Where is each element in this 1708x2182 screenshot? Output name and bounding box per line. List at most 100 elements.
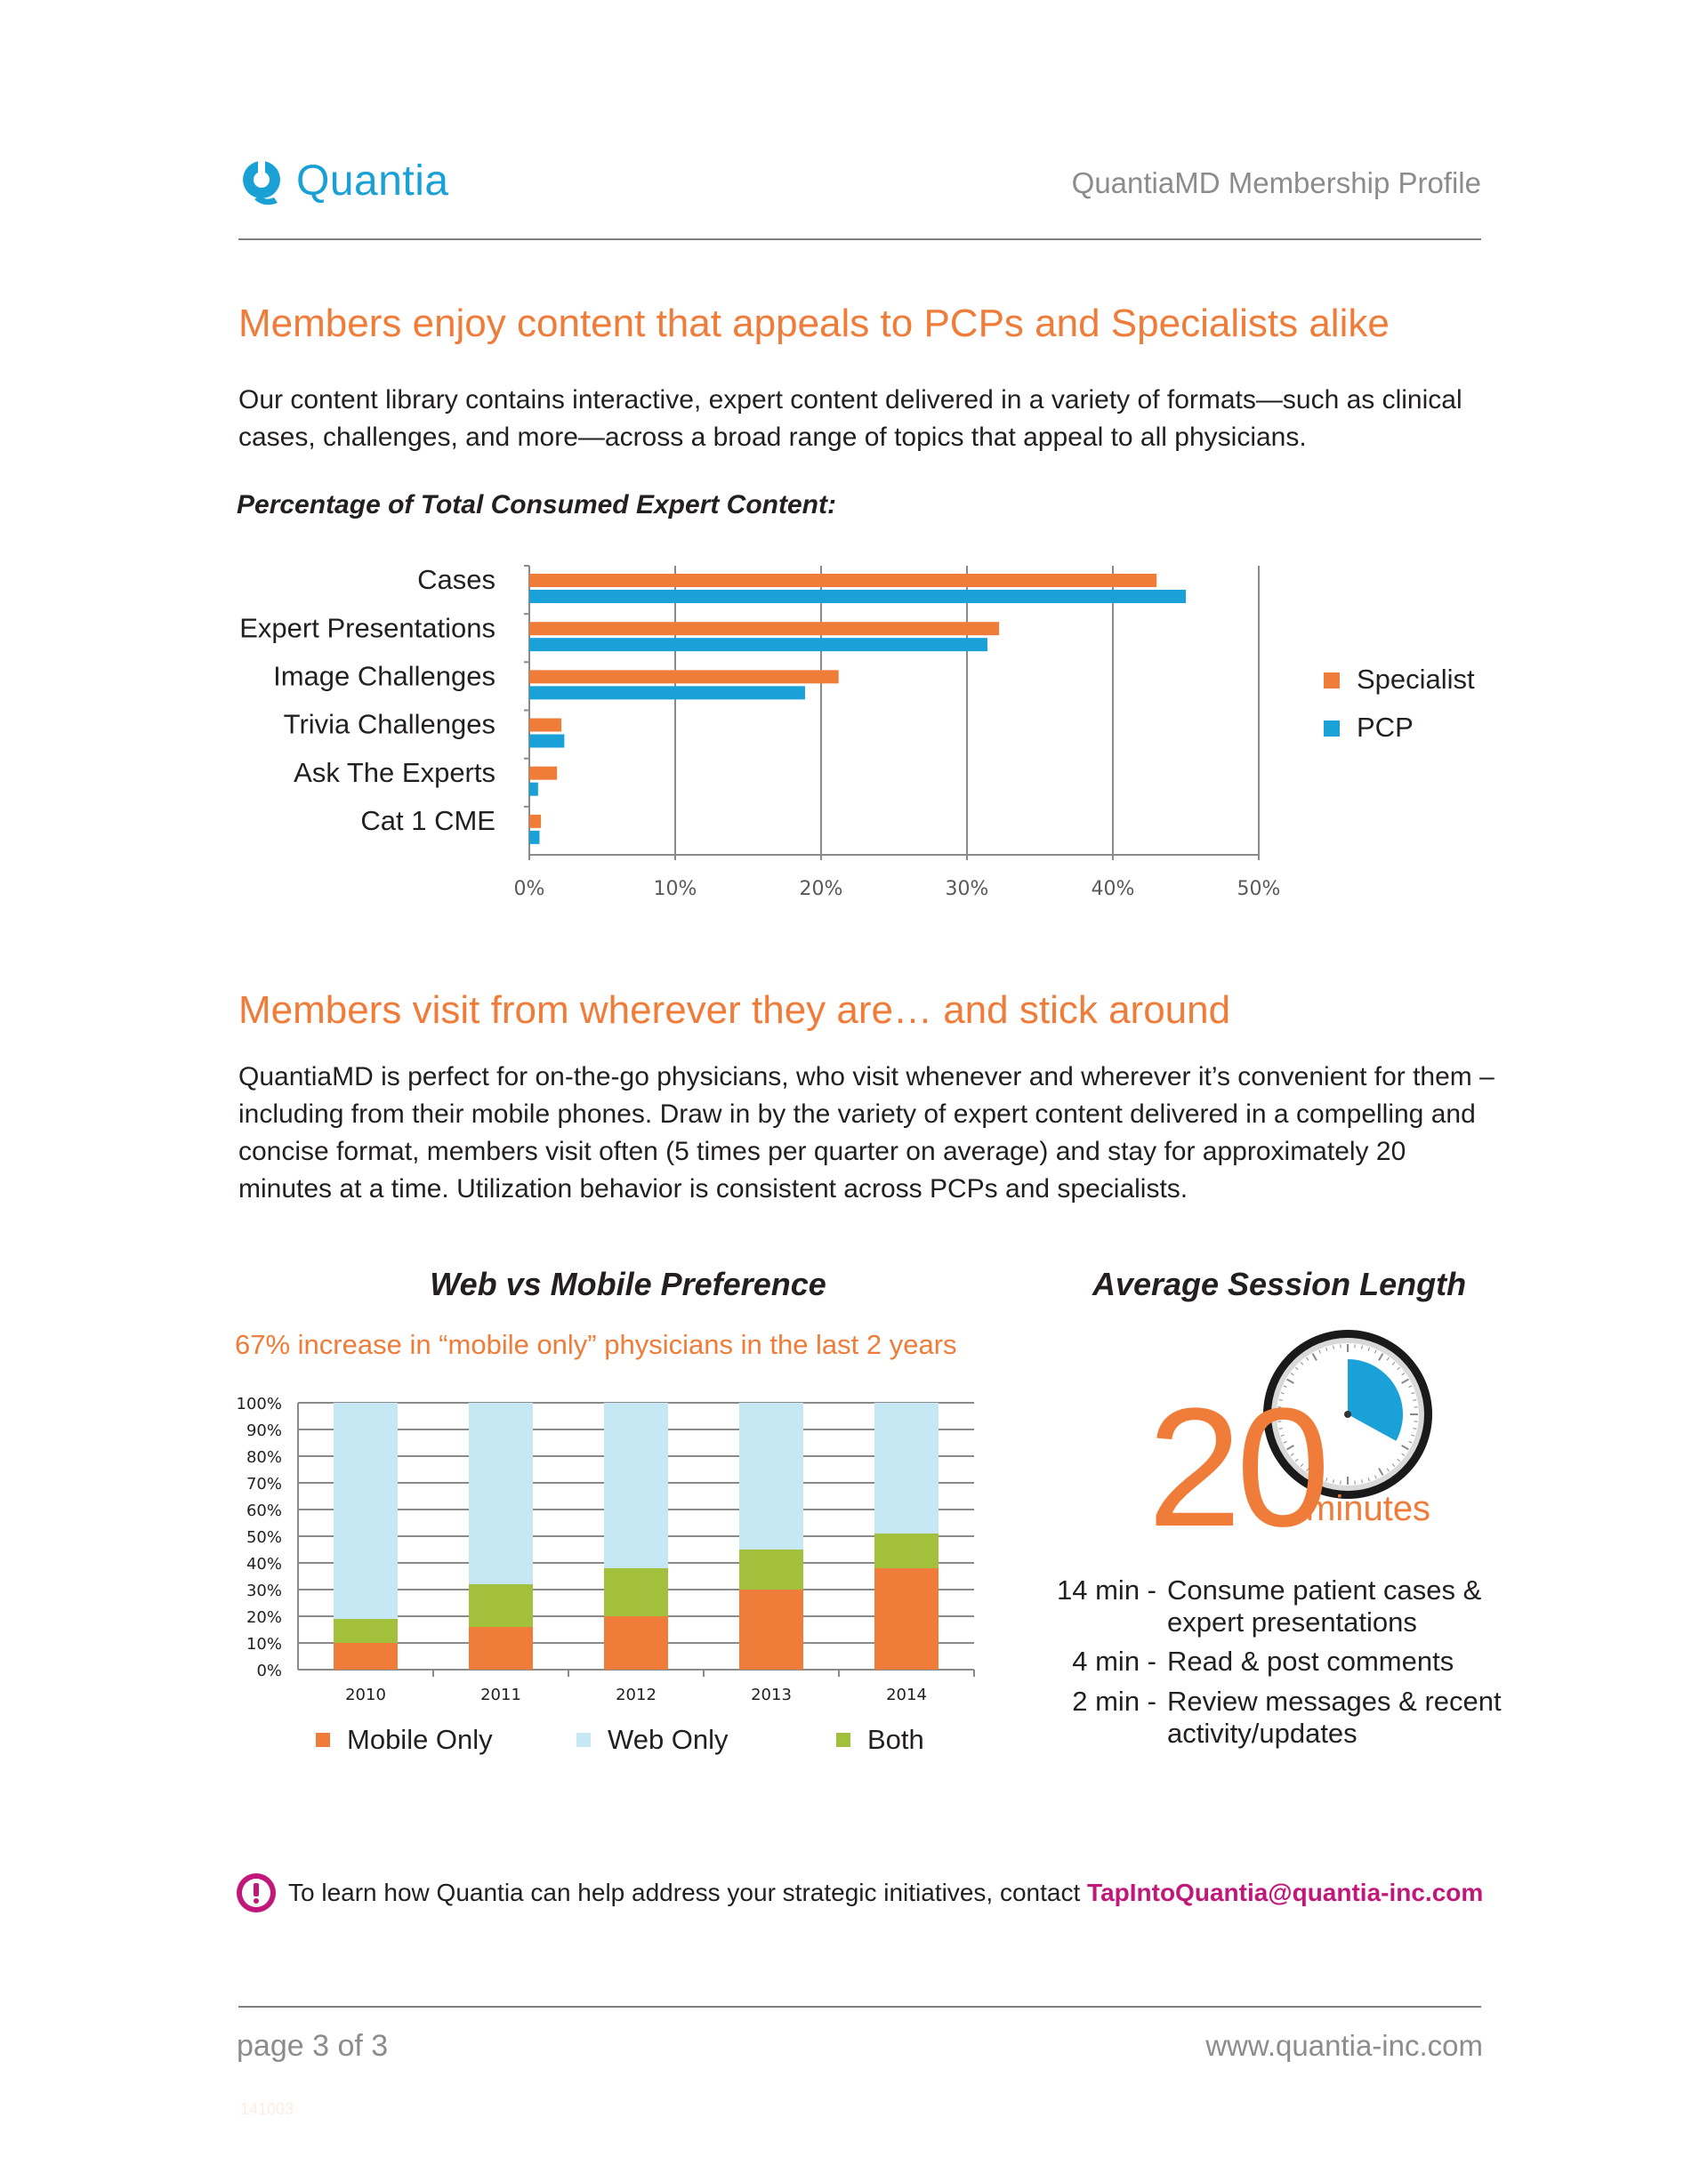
legend-swatch xyxy=(316,1733,330,1747)
section-body-content: Our content library contains interactive… xyxy=(238,385,1462,452)
bar-segment-mobile-only xyxy=(469,1627,533,1670)
y-tick-label: 20% xyxy=(246,1608,282,1627)
bar-specialist xyxy=(529,670,839,684)
clock-tick xyxy=(1391,1463,1396,1468)
session-breakdown-description: Read & post comments xyxy=(1167,1646,1454,1677)
bar-specialist xyxy=(529,574,1157,587)
bar-pcp xyxy=(529,830,540,844)
clock-tick xyxy=(1361,1479,1363,1484)
session-length-unit: minutes xyxy=(1306,1489,1431,1528)
y-tick-label: 90% xyxy=(246,1421,282,1440)
header-title: QuantiaMD Membership Profile xyxy=(1071,166,1481,199)
legend-label: Specialist xyxy=(1357,664,1475,695)
bar-segment-mobile-only xyxy=(334,1643,398,1670)
y-tick-label: 70% xyxy=(246,1475,282,1494)
category-label: Image Challenges xyxy=(273,660,495,691)
clock-tick xyxy=(1286,1378,1294,1384)
chart-caption: Percentage of Total Consumed Expert Cont… xyxy=(237,490,836,519)
session-heading: Average Session Length xyxy=(1092,1266,1467,1302)
x-tick-label: 2010 xyxy=(345,1686,386,1704)
bar-segment-mobile-only xyxy=(739,1590,803,1670)
session-breakdown-minutes: 2 min - xyxy=(1072,1686,1156,1717)
section-heading-content: Members enjoy content that appeals to PC… xyxy=(238,302,1390,345)
clock-tick xyxy=(1401,1445,1409,1451)
clock-tick xyxy=(1325,1347,1328,1351)
clock-tick xyxy=(1318,1349,1321,1354)
y-tick-label: 60% xyxy=(246,1502,282,1520)
bar-pcp xyxy=(529,782,538,796)
clock-tick xyxy=(1374,1349,1377,1354)
clock-tick xyxy=(1278,1399,1283,1401)
clock-tick xyxy=(1386,1357,1390,1361)
y-tick-label: 10% xyxy=(246,1635,282,1654)
bar-segment-web-only xyxy=(469,1403,533,1584)
x-tick-label: 2011 xyxy=(480,1686,521,1704)
clock-tick xyxy=(1333,1345,1334,1349)
clock-tick xyxy=(1318,1475,1321,1479)
clock-tick xyxy=(1413,1399,1417,1401)
bar-segment-both xyxy=(604,1568,668,1616)
legend-swatch xyxy=(1324,721,1340,737)
y-tick-label: 30% xyxy=(246,1582,282,1600)
clock-tick xyxy=(1325,1477,1328,1482)
clock-tick xyxy=(1280,1392,1285,1395)
x-tick-label: 30% xyxy=(946,878,989,900)
clock-tick xyxy=(1306,1357,1309,1361)
bar-segment-both xyxy=(874,1534,939,1568)
clock-tick xyxy=(1361,1345,1363,1349)
bar-specialist xyxy=(529,814,542,828)
y-tick-label: 0% xyxy=(256,1662,282,1680)
session-breakdown-minutes: 14 min - xyxy=(1057,1574,1156,1606)
bar-pcp xyxy=(529,686,805,700)
bar-specialist xyxy=(529,622,1000,636)
y-tick-label: 50% xyxy=(246,1528,282,1547)
clock-tick xyxy=(1283,1385,1287,1388)
header-divider xyxy=(238,238,1481,240)
legend-swatch xyxy=(576,1733,591,1747)
category-label: Trivia Challenges xyxy=(284,709,495,740)
session-breakdown-item: 2 min - Review messages & recent activit… xyxy=(890,1686,1548,1757)
bar-segment-web-only xyxy=(334,1403,398,1619)
clock-tick xyxy=(1386,1468,1390,1472)
logo-text: Quantia xyxy=(296,157,449,205)
clock-tick xyxy=(1306,1468,1309,1472)
session-breakdown-item: 14 min - Consume patient cases & expert … xyxy=(890,1574,1548,1646)
clock-tick xyxy=(1391,1361,1396,1365)
clock-tick xyxy=(1374,1475,1377,1479)
clock-tick xyxy=(1397,1458,1401,1462)
session-length-number: 20 xyxy=(1148,1373,1330,1562)
session-breakdown-description: Consume patient cases & expert presentat… xyxy=(1167,1574,1482,1638)
page-number: page 3 of 3 xyxy=(237,2029,389,2063)
web-mobile-subtitle: 67% increase in “mobile only” physicians… xyxy=(235,1329,957,1360)
bar-pcp xyxy=(529,638,987,652)
clock-tick xyxy=(1300,1463,1304,1468)
y-tick-label: 40% xyxy=(246,1555,282,1574)
bar-segment-web-only xyxy=(604,1403,668,1568)
content-consumption-chart: 0% 10% 20% 30% 40% 50% Cases Expert Presentatio… xyxy=(239,564,1475,900)
clock-tick xyxy=(1283,1441,1287,1444)
clock-tick xyxy=(1294,1458,1299,1462)
clock-tick xyxy=(1401,1453,1406,1456)
clock-tick xyxy=(1401,1378,1409,1384)
bar-specialist xyxy=(529,766,558,780)
session-breakdown-description: Review messages & recent activity/update… xyxy=(1167,1686,1502,1749)
x-tick-label: 2014 xyxy=(886,1686,927,1704)
bar-segment-web-only xyxy=(739,1403,803,1550)
footer-divider xyxy=(238,2006,1481,2008)
legend-swatch xyxy=(1324,672,1340,688)
legend-label: Both xyxy=(867,1724,924,1755)
clock-tick xyxy=(1290,1453,1294,1456)
web-mobile-chart: 0% 10% 20% 30% 40% 50% 60% 70% 80% 90% 100% 2010 201… xyxy=(237,1395,975,1755)
session-breakdown-item: 4 min - Read & post comments xyxy=(890,1646,1548,1681)
y-tick-label: 100% xyxy=(237,1395,282,1413)
bar-segment-mobile-only xyxy=(874,1568,939,1670)
x-tick-label: 20% xyxy=(800,878,843,900)
bar-segment-both xyxy=(334,1619,398,1643)
clock-tick xyxy=(1397,1366,1401,1371)
clock-tick xyxy=(1411,1434,1415,1437)
clock-tick xyxy=(1286,1445,1294,1451)
contact-email-link[interactable]: TapIntoQuantia@quantia-inc.com xyxy=(1087,1879,1484,1906)
footer-url[interactable]: www.quantia-inc.com xyxy=(1205,2029,1483,2062)
bar-segment-web-only xyxy=(874,1403,939,1534)
clock-tick xyxy=(1378,1468,1384,1476)
